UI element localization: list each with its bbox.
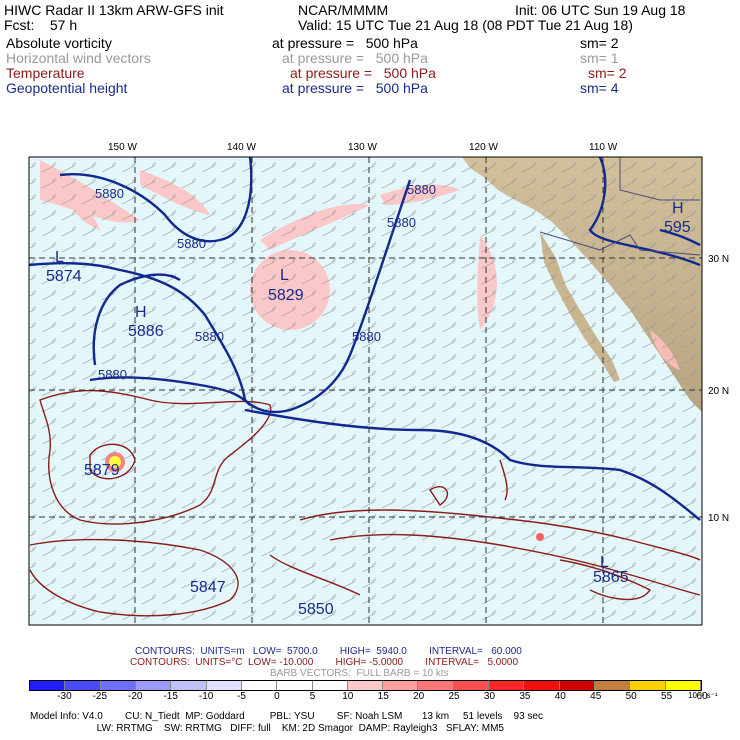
contours-height-info: CONTOURS: UNITS=m LOW= 5700.0 HIGH= 5940… <box>135 646 522 657</box>
colorbar-tick-label: 30 <box>483 691 496 702</box>
field-pressure-wind: at pressure = 500 hPa <box>282 50 428 66</box>
colorbar-tick-label: 50 <box>625 691 637 702</box>
height-label: 5880 <box>195 329 224 344</box>
model-info-line2: LW: RRTMG SW: RRTMG DIFF: full KM: 2D Sm… <box>30 723 504 734</box>
colorbar-tick-label: 5 <box>309 691 316 702</box>
height-label: 5880 <box>98 367 127 382</box>
temperature-contours <box>29 389 701 617</box>
contours-temperature-info: CONTOURS: UNITS=°C LOW= -10.000 HIGH= -5… <box>130 657 519 668</box>
colorbar-swatch <box>347 681 384 690</box>
height-center-value: 5850 <box>298 601 334 618</box>
colorbar-tick-label: 55 <box>661 691 673 702</box>
height-center-value: 5829 <box>268 287 304 304</box>
field-sm-height: sm= 4 <box>580 80 619 96</box>
lat-lon-grid <box>29 157 702 625</box>
colorbar-tick-label: 20 <box>413 691 425 702</box>
colorbar-swatch <box>524 681 560 690</box>
colorbar-tick-label: -20 <box>128 691 143 702</box>
height-label: 5880 <box>387 215 416 230</box>
init-time: Init: 06 UTC Sun 19 Aug 18 <box>515 2 686 18</box>
colorbar-swatch <box>595 681 631 690</box>
colorbar-swatch <box>277 681 313 690</box>
colorbar-swatch <box>418 681 454 690</box>
colorbar-swatch <box>630 681 666 690</box>
colorbar-tick-label: 15 <box>377 691 389 702</box>
lon-label-140w: 140 W <box>227 142 256 153</box>
model-title: HIWC Radar II 13km ARW-GFS init <box>4 2 224 18</box>
low-center-marker: L <box>600 554 609 571</box>
field-name-vorticity: Absolute vorticity <box>6 35 112 51</box>
wind-barbs <box>29 157 702 625</box>
colorbar-swatch <box>559 681 595 690</box>
field-pressure-temperature: at pressure = 500 hPa <box>290 65 436 81</box>
barb-vectors-info: BARB VECTORS: FULL BARB = 10 kts <box>270 668 449 679</box>
colorbar-swatch <box>665 681 701 690</box>
field-sm-wind: sm= 1 <box>580 50 619 66</box>
vorticity-colorbar <box>29 680 702 691</box>
height-label: 5880 <box>352 329 381 344</box>
colorbar-tick-label: 45 <box>590 691 602 702</box>
colorbar-tick-label: 25 <box>448 691 460 702</box>
colorbar-swatch <box>100 681 136 690</box>
field-name-wind: Horizontal wind vectors <box>6 50 151 66</box>
colorbar-swatch <box>171 681 207 690</box>
colorbar-swatch <box>489 681 525 690</box>
colorbar-swatch <box>135 681 172 690</box>
field-sm-vorticity: sm= 2 <box>580 35 619 51</box>
colorbar-tick-label: -25 <box>92 691 108 702</box>
colorbar-tick-label: 0 <box>274 691 280 702</box>
field-name-temperature: Temperature <box>6 65 85 81</box>
colorbar-swatch <box>30 681 66 690</box>
height-center-value: 5865 <box>593 569 629 586</box>
state-borders <box>539 157 701 256</box>
height-contours <box>28 156 701 521</box>
colorbar-swatch <box>312 681 348 690</box>
height-center-value: 5847 <box>190 579 226 596</box>
colorbar-tick-label: -15 <box>163 691 178 702</box>
map-frame <box>28 156 703 626</box>
colorbar-swatch <box>241 681 278 690</box>
height-center-value: 5886 <box>128 323 164 340</box>
colorbar-tick-label: 60 <box>696 691 708 702</box>
field-pressure-height: at pressure = 500 hPa <box>282 80 428 96</box>
low-center-marker: L <box>280 267 289 284</box>
height-center-value: 595 <box>664 219 691 236</box>
colorbar-tick-label: 35 <box>519 691 531 702</box>
colorbar-swatch <box>383 681 419 690</box>
colorbar-swatch <box>65 681 101 690</box>
field-pressure-vorticity: at pressure = 500 hPa <box>272 35 418 51</box>
height-label: 5880 <box>407 182 436 197</box>
colorbar-tick-label: -5 <box>237 691 246 702</box>
height-center-value: 5879 <box>84 462 120 479</box>
org-label: NCAR/MMMM <box>298 2 389 18</box>
colorbar-swatch <box>206 681 242 690</box>
height-label: 5880 <box>95 186 124 201</box>
lon-label-120w: 120 W <box>469 142 498 153</box>
colorbar-swatch <box>453 681 490 690</box>
lat-label-30n: 30 N <box>708 254 729 265</box>
field-sm-temperature: sm= 2 <box>588 65 627 81</box>
forecast-hour: Fcst: 57 h <box>4 17 78 33</box>
colorbar-unit: 10⁻⁵ s⁻¹ <box>688 691 718 700</box>
lat-label-20n: 20 N <box>708 386 729 397</box>
high-center-marker: H <box>135 304 147 321</box>
lon-label-130w: 130 W <box>348 142 377 153</box>
valid-time: Valid: 15 UTC Tue 21 Aug 18 (08 PDT Tue … <box>298 17 633 33</box>
model-info-line1: Model Info: V4.0 CU: N_Tiedt MP: Goddard… <box>30 711 543 722</box>
lat-label-10n: 10 N <box>708 513 729 524</box>
colorbar-tick-label: 40 <box>554 691 566 702</box>
low-center-marker: L <box>55 249 64 266</box>
colorbar-tick-label: -10 <box>198 691 214 702</box>
height-center-value: 5874 <box>46 268 82 285</box>
height-label: 5880 <box>177 236 206 251</box>
colorbar-tick-label: 10 <box>342 691 354 702</box>
weather-map: 150 W 140 W 130 W 120 W 110 W 30 N 20 N … <box>28 142 729 626</box>
lon-label-110w: 110 W <box>589 142 618 153</box>
lon-label-150w: 150 W <box>108 142 137 153</box>
field-name-height: Geopotential height <box>6 80 128 96</box>
high-center-marker: H <box>672 200 684 217</box>
colorbar-tick-label: -30 <box>57 691 72 702</box>
